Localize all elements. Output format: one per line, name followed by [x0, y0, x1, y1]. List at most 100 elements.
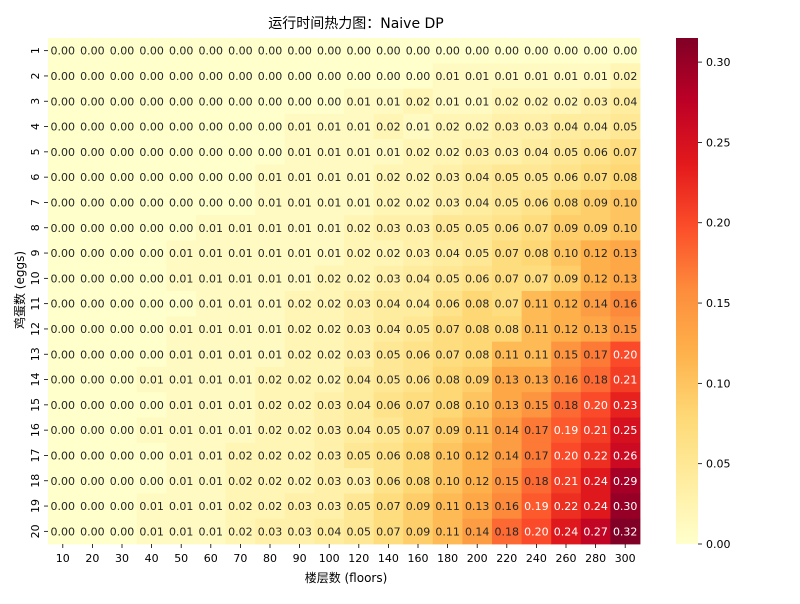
cell-label: 0.00 [51, 399, 76, 412]
x-axis: 10 20 30 40 50 60 70 80 90 100 120 140 160 180 200 220 2… [56, 544, 636, 565]
chart-title: 运行时间热力图：Naive DP [268, 16, 444, 32]
heatmap-cell [492, 164, 522, 191]
cell-label: 0.02 [406, 196, 431, 209]
cell-label: 0.02 [376, 247, 401, 260]
colorbar-tick-label: 0.25 [706, 136, 731, 149]
heatmap-cell [284, 291, 315, 317]
cell-label: 0.11 [524, 298, 549, 311]
heatmap-cell [373, 189, 404, 216]
cell-label: 0.01 [199, 298, 224, 311]
cell-label: 0.06 [583, 146, 608, 159]
cell-label: 0.00 [110, 399, 135, 412]
cell-label: 0.01 [287, 222, 312, 235]
cell-label: 0.30 [613, 500, 638, 513]
cell-label: 0.01 [228, 374, 253, 387]
heatmap-cell [225, 63, 256, 89]
cell-label: 0.00 [139, 475, 164, 488]
cell-label: 0.00 [110, 196, 135, 209]
heatmap-cell [492, 113, 522, 140]
heatmap-cell [166, 316, 197, 342]
heatmap-cell [314, 139, 345, 165]
heatmap-cell [107, 366, 138, 393]
cell-label: 0.00 [80, 348, 105, 361]
cell-label: 0.08 [406, 475, 431, 488]
cell-label: 0.00 [80, 146, 105, 159]
cell-label: 0.00 [465, 45, 490, 58]
heatmap-cell [462, 240, 493, 267]
cell-label: 0.01 [347, 196, 372, 209]
heatmap-cell [403, 164, 434, 191]
cell-label: 0.14 [495, 449, 520, 462]
heatmap-cell [403, 341, 434, 368]
cell-label: 0.02 [228, 500, 253, 513]
heatmap-cell [403, 518, 434, 545]
cell-label: 0.05 [495, 196, 520, 209]
heatmap-cell [551, 493, 582, 520]
cell-label: 0.01 [199, 374, 224, 387]
heatmap-cell [403, 316, 434, 342]
cell-label: 0.00 [228, 146, 253, 159]
cell-label: 0.02 [287, 374, 312, 387]
cell-label: 0.17 [524, 424, 549, 437]
heatmap-cell [521, 215, 552, 241]
heatmap-cell [373, 468, 404, 494]
cell-label: 0.06 [376, 399, 401, 412]
heatmap-cell [314, 442, 345, 469]
cell-label: 0.00 [613, 45, 638, 58]
heatmap-cell [580, 265, 611, 292]
heatmap-cell [373, 291, 404, 317]
cell-label: 0.01 [199, 247, 224, 260]
heatmap-cell [225, 240, 256, 267]
heatmap-cell [314, 38, 345, 64]
heatmap-cell [551, 518, 582, 545]
x-tick-label: 20 [85, 552, 99, 565]
heatmap-cell [225, 189, 256, 216]
colorbar-tick-label: 0.15 [706, 297, 731, 310]
heatmap-cell [314, 215, 345, 241]
cell-label: 0.02 [287, 298, 312, 311]
cell-label: 0.03 [347, 475, 372, 488]
heatmap-cell [403, 139, 434, 165]
cell-label: 0.00 [495, 45, 520, 58]
heatmap-cell [462, 468, 493, 494]
cell-label: 0.00 [139, 247, 164, 260]
heatmap-cell [551, 291, 582, 317]
cell-label: 0.20 [554, 449, 579, 462]
cell-label: 0.21 [613, 374, 638, 387]
heatmap-cell [77, 215, 108, 241]
heatmap-cell [580, 366, 611, 393]
cell-label: 0.00 [169, 121, 194, 134]
cell-label: 0.16 [554, 374, 579, 387]
heatmap-cell [462, 442, 493, 469]
heatmap-cell [432, 417, 463, 444]
cell-label: 0.12 [583, 247, 608, 260]
heatmap-cell [107, 341, 138, 368]
cell-label: 0.02 [228, 525, 253, 538]
cell-label: 0.01 [169, 475, 194, 488]
heatmap-cell [610, 88, 641, 115]
heatmap-cell [136, 139, 167, 165]
heatmap-cell [432, 113, 463, 140]
cell-label: 0.00 [139, 272, 164, 285]
colorbar-ticks: 0.00 0.05 0.10 0.15 0.20 0.25 0.30 [698, 56, 731, 551]
colorbar: 0.00 0.05 0.10 0.15 0.20 0.25 0.30 [676, 38, 731, 551]
heatmap-cell [225, 291, 256, 317]
heatmap-cell [551, 442, 582, 469]
heatmap-cell [344, 164, 374, 191]
cell-label: 0.01 [199, 449, 224, 462]
cell-label: 0.26 [613, 449, 638, 462]
heatmap-cell [314, 518, 345, 545]
heatmap-cell [136, 316, 167, 342]
cell-label: 0.18 [495, 525, 520, 538]
heatmap-cell [314, 265, 345, 292]
y-axis-label: 鸡蛋数 (eggs) [12, 251, 27, 329]
cell-label: 0.01 [347, 171, 372, 184]
heatmap-cell [432, 468, 463, 494]
heatmap-cell [136, 291, 167, 317]
cell-label: 0.17 [583, 348, 608, 361]
cell-label: 0.01 [258, 323, 283, 336]
cell-label: 0.01 [406, 121, 431, 134]
cell-label: 0.01 [317, 146, 342, 159]
heatmap-cell [462, 139, 493, 165]
